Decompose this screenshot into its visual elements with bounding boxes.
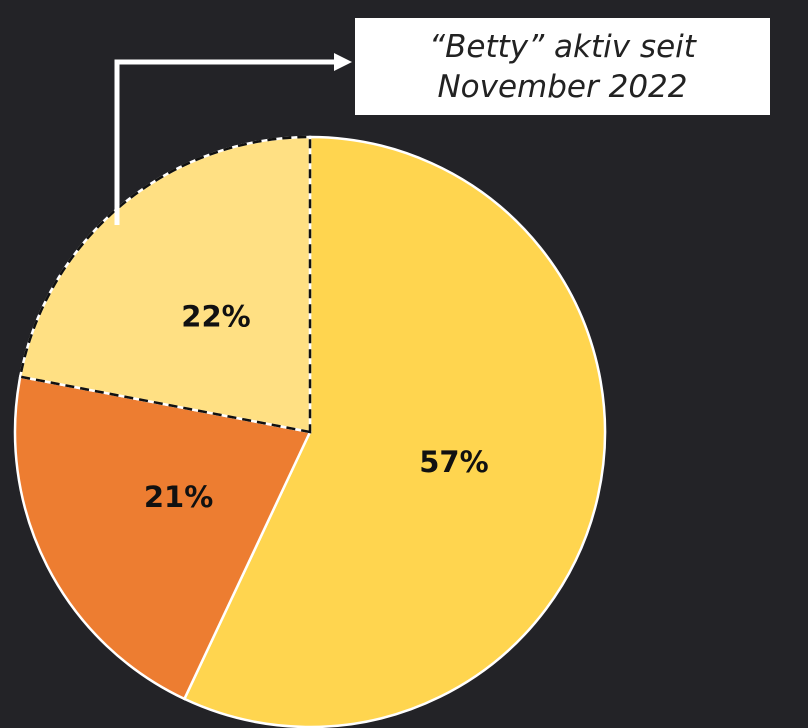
- slices: [13, 135, 607, 728]
- arrow-head: [334, 53, 352, 71]
- data-label: 57%: [419, 445, 488, 479]
- pie-slice: [182, 135, 607, 728]
- slice-outline: [18, 135, 312, 434]
- annotation: “Betty” aktiv seit November 2022: [355, 18, 770, 115]
- pie-slice: [13, 375, 312, 701]
- annotation-arrow: [114, 59, 338, 225]
- data-label: 21%: [144, 480, 213, 514]
- data-label: 22%: [181, 299, 250, 333]
